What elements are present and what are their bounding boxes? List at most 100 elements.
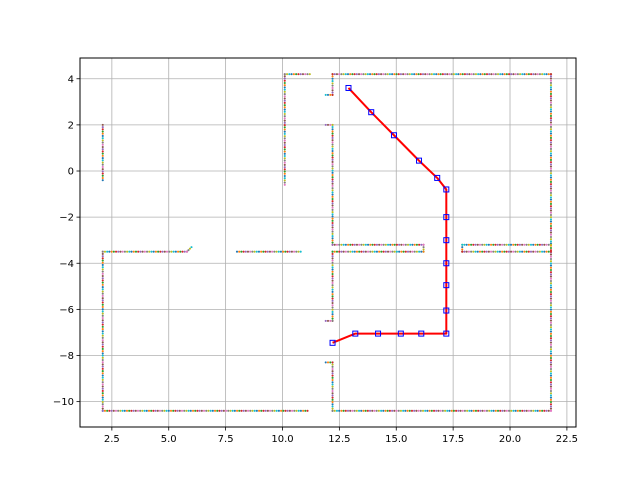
- wall-point: [101, 356, 104, 359]
- wall-point: [452, 409, 455, 412]
- wall-point: [384, 73, 387, 76]
- wall-point: [549, 200, 553, 203]
- wall-point: [101, 396, 104, 399]
- wall-point: [331, 235, 334, 238]
- wall-point: [437, 73, 440, 76]
- wall-point: [101, 130, 104, 133]
- waypoint-marker: [443, 282, 450, 289]
- wall-point: [549, 117, 553, 120]
- wall-point: [549, 114, 553, 118]
- wall-point: [525, 250, 528, 253]
- wall-point: [134, 409, 137, 412]
- wall-point: [389, 250, 392, 253]
- wall-point: [344, 243, 347, 246]
- wall-point: [108, 250, 111, 253]
- wall-point: [549, 398, 553, 401]
- wall-point: [519, 73, 522, 76]
- wall-point: [331, 363, 334, 366]
- wall-point: [331, 367, 334, 371]
- wall-point: [331, 396, 334, 399]
- wall-point: [143, 409, 146, 412]
- wall-point: [424, 409, 427, 412]
- wall-point: [283, 95, 286, 98]
- wall-point: [516, 73, 519, 76]
- wall-point: [420, 243, 423, 246]
- wall-point: [549, 337, 553, 340]
- wall-point: [333, 250, 336, 253]
- wall-point: [331, 237, 334, 240]
- wall-point: [463, 243, 466, 246]
- wall-point: [211, 409, 214, 412]
- wall-point: [527, 243, 530, 246]
- wall-point: [101, 179, 104, 182]
- wall-point: [351, 250, 354, 253]
- wall-point: [549, 299, 553, 302]
- wall-point: [331, 293, 334, 296]
- wall-point: [360, 243, 363, 246]
- y-tick-label: −6: [59, 305, 74, 316]
- wall-point: [549, 330, 553, 333]
- wall-point: [402, 409, 405, 412]
- wall-point: [331, 134, 334, 137]
- wall-point: [549, 317, 553, 320]
- wall-point: [538, 73, 541, 76]
- wall-point: [404, 243, 407, 246]
- wall-point: [194, 409, 197, 412]
- wall-point: [391, 243, 394, 246]
- wall-point: [331, 145, 334, 148]
- waypoint-marker: [443, 237, 450, 244]
- wall-point: [283, 97, 286, 100]
- wall-point: [351, 409, 354, 412]
- wall-point: [165, 409, 168, 412]
- wall-point: [188, 247, 192, 250]
- waypoint-layer: [329, 84, 450, 346]
- wall-point: [549, 394, 553, 397]
- wall-point: [101, 176, 104, 180]
- wall-point: [101, 174, 104, 177]
- wall-point: [288, 250, 291, 253]
- wall-point: [549, 233, 553, 236]
- wall-point: [549, 84, 553, 87]
- wall-point: [481, 409, 484, 412]
- x-tick-label: 10.0: [271, 434, 293, 445]
- wall-point: [549, 343, 553, 346]
- wall-point: [549, 130, 553, 133]
- wall-point: [536, 73, 539, 76]
- wall-point: [123, 250, 126, 253]
- wall-point: [391, 73, 394, 76]
- wall-point: [331, 80, 334, 83]
- wall-point: [549, 409, 553, 412]
- wall-point: [172, 409, 175, 412]
- wall-point: [101, 328, 104, 331]
- wall-point: [340, 409, 343, 412]
- wall-point: [136, 409, 140, 412]
- wall-point: [161, 409, 164, 412]
- wall-point: [324, 123, 327, 126]
- wall-point: [353, 250, 356, 253]
- wall-point: [549, 216, 553, 219]
- wall-point: [154, 409, 157, 412]
- wall-point: [492, 73, 495, 76]
- wall-point: [101, 261, 104, 264]
- wall-point: [549, 123, 553, 126]
- wall-point: [501, 409, 504, 412]
- wall-point: [331, 91, 334, 94]
- wall-point: [549, 86, 553, 89]
- wall-point: [377, 73, 380, 76]
- wall-point: [331, 169, 334, 172]
- wall-point: [386, 73, 389, 76]
- wall-point: [538, 243, 541, 246]
- wall-point: [467, 250, 470, 253]
- wall-point: [117, 409, 120, 412]
- wall-point: [283, 108, 286, 111]
- wall-point: [547, 243, 550, 246]
- waypoint-marker: [443, 307, 450, 314]
- wall-point: [333, 73, 336, 76]
- wall-point: [428, 73, 431, 76]
- wall-point: [386, 243, 390, 246]
- wall-point: [202, 409, 206, 412]
- wall-point: [541, 243, 544, 246]
- wall-point: [331, 184, 334, 187]
- wall-point: [283, 177, 286, 180]
- wall-point: [527, 250, 530, 253]
